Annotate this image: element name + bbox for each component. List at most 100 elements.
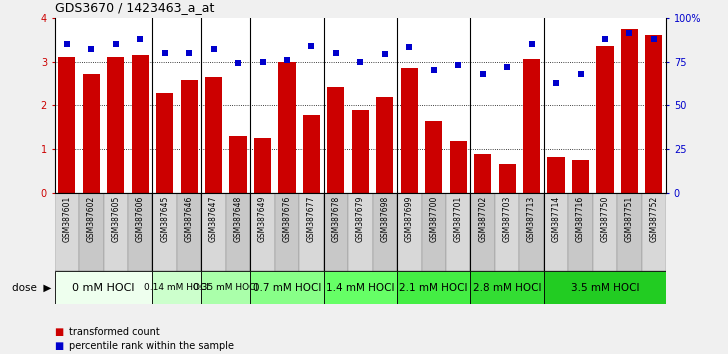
Bar xyxy=(446,193,470,271)
Bar xyxy=(202,271,250,304)
Bar xyxy=(400,68,418,193)
Text: GSM387716: GSM387716 xyxy=(576,196,585,242)
Bar xyxy=(152,271,202,304)
Text: dose  ▶: dose ▶ xyxy=(12,282,51,293)
Bar xyxy=(250,271,324,304)
Bar xyxy=(523,59,540,193)
Text: GSM387750: GSM387750 xyxy=(601,196,609,242)
Text: GSM387606: GSM387606 xyxy=(135,196,145,242)
Bar xyxy=(303,115,320,193)
Bar xyxy=(181,80,198,193)
Bar xyxy=(617,193,641,271)
Point xyxy=(330,50,341,56)
Text: 0.7 mM HOCl: 0.7 mM HOCl xyxy=(253,282,321,293)
Bar xyxy=(499,165,515,193)
Text: 0 mM HOCl: 0 mM HOCl xyxy=(72,282,135,293)
Bar xyxy=(177,193,202,271)
Bar xyxy=(641,193,666,271)
Bar xyxy=(128,193,152,271)
Text: 2.8 mM HOCl: 2.8 mM HOCl xyxy=(473,282,542,293)
Bar xyxy=(376,97,393,193)
Text: ■: ■ xyxy=(55,341,64,351)
Point xyxy=(306,43,317,48)
Bar xyxy=(156,93,173,193)
Point xyxy=(257,59,269,64)
Point xyxy=(428,67,440,73)
Text: GSM387649: GSM387649 xyxy=(258,196,267,242)
Text: GSM387647: GSM387647 xyxy=(209,196,218,242)
Bar xyxy=(422,193,446,271)
Bar xyxy=(593,193,617,271)
Point xyxy=(550,80,562,85)
Bar xyxy=(254,138,271,193)
Bar xyxy=(324,271,397,304)
Bar xyxy=(397,193,422,271)
Bar xyxy=(103,193,128,271)
Bar xyxy=(229,136,247,193)
Text: GSM387648: GSM387648 xyxy=(234,196,242,242)
Point xyxy=(135,36,146,41)
Text: GSM387679: GSM387679 xyxy=(356,196,365,242)
Point xyxy=(648,36,660,41)
Point xyxy=(624,31,636,36)
Bar xyxy=(425,121,443,193)
Bar xyxy=(474,154,491,193)
Text: ■: ■ xyxy=(55,327,64,337)
Point xyxy=(207,46,219,52)
Bar xyxy=(107,57,124,193)
Bar xyxy=(132,55,149,193)
Bar xyxy=(645,35,662,193)
Point xyxy=(452,62,464,68)
Text: 1.4 mM HOCl: 1.4 mM HOCl xyxy=(326,282,395,293)
Text: GSM387678: GSM387678 xyxy=(331,196,341,242)
Point xyxy=(110,41,122,47)
Bar xyxy=(373,193,397,271)
Bar xyxy=(79,193,103,271)
Text: GSM387713: GSM387713 xyxy=(527,196,536,242)
Bar xyxy=(328,87,344,193)
Text: 0.14 mM HOCl: 0.14 mM HOCl xyxy=(144,283,210,292)
Bar xyxy=(621,29,638,193)
Bar xyxy=(278,62,296,193)
Text: percentile rank within the sample: percentile rank within the sample xyxy=(69,341,234,351)
Bar xyxy=(596,46,614,193)
Text: GSM387703: GSM387703 xyxy=(502,196,512,242)
Text: GSM387602: GSM387602 xyxy=(87,196,96,242)
Bar xyxy=(202,193,226,271)
Text: GSM387698: GSM387698 xyxy=(380,196,389,242)
Text: GSM387702: GSM387702 xyxy=(478,196,487,242)
Bar xyxy=(324,193,348,271)
Text: 3.5 mM HOCl: 3.5 mM HOCl xyxy=(571,282,639,293)
Text: GSM387646: GSM387646 xyxy=(185,196,194,242)
Bar xyxy=(397,271,470,304)
Bar xyxy=(547,157,565,193)
Point xyxy=(526,41,537,47)
Point xyxy=(61,41,73,47)
Point xyxy=(379,52,391,57)
Text: GSM387751: GSM387751 xyxy=(625,196,634,242)
Bar xyxy=(226,193,250,271)
Text: GSM387752: GSM387752 xyxy=(649,196,658,242)
Bar xyxy=(470,271,544,304)
Point xyxy=(232,61,244,66)
Bar xyxy=(348,193,373,271)
Point xyxy=(183,50,195,56)
Bar xyxy=(55,271,152,304)
Bar xyxy=(274,193,299,271)
Bar xyxy=(58,57,76,193)
Bar xyxy=(544,271,666,304)
Text: GSM387677: GSM387677 xyxy=(307,196,316,242)
Bar xyxy=(55,193,79,271)
Bar xyxy=(572,160,589,193)
Bar xyxy=(544,193,569,271)
Point xyxy=(355,59,366,64)
Point xyxy=(85,46,97,52)
Bar xyxy=(519,193,544,271)
Bar xyxy=(569,193,593,271)
Point xyxy=(574,71,586,76)
Bar xyxy=(299,193,324,271)
Text: transformed count: transformed count xyxy=(69,327,160,337)
Text: GSM387699: GSM387699 xyxy=(405,196,414,242)
Point xyxy=(159,50,170,56)
Point xyxy=(477,71,488,76)
